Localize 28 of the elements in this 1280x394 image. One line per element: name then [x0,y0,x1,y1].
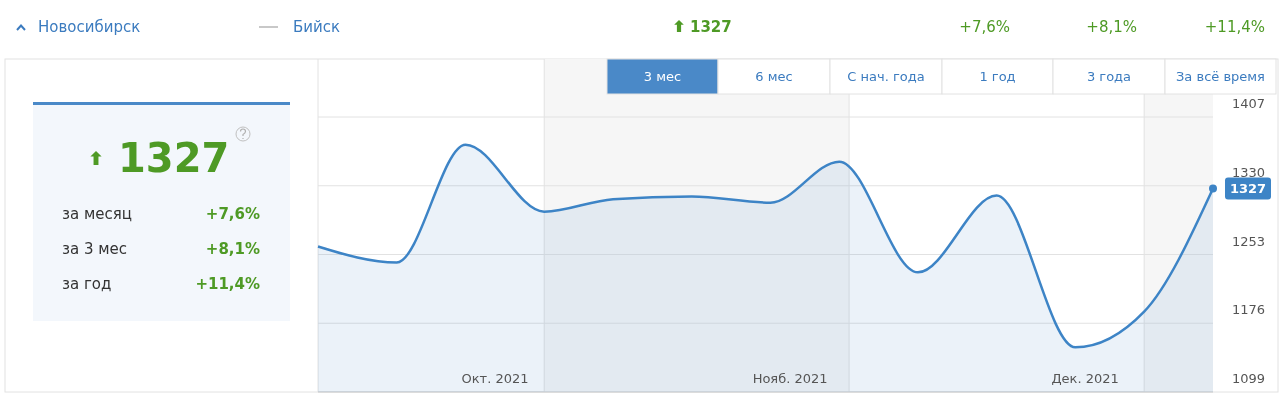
y-tick-label: 1407 [1231,96,1265,111]
x-tick-label: Нояб. 2021 [752,371,828,386]
text: Новосибирск [38,18,141,36]
data-label: 1327 [1229,181,1267,197]
text: 3 года [1086,69,1132,84]
text: +7,6% [959,18,1010,36]
text: +11,4% [1204,18,1265,36]
text: 6 мес [755,69,793,84]
y-tick-label: 1253 [1231,233,1265,249]
text: С нач. года [847,69,925,84]
text: 1 год [979,69,1016,84]
x-tick-label: Окт. 2021 [461,371,529,386]
y-tick-label: 1330 [1231,164,1265,180]
text: +8,1% [205,240,260,258]
text: 3 мес [643,69,682,84]
x-tick-label: Дек. 2021 [1051,371,1119,386]
text: 1327 [690,18,732,36]
text: за 3 мес [62,240,128,258]
text: +7,6% [205,205,260,223]
y-tick-label: 1176 [1231,302,1265,318]
text: за месяц [62,205,132,223]
y-tick-label: 1099 [1231,371,1265,386]
text: +11,4% [195,275,260,293]
text: 1327 [118,135,230,181]
text: за год [62,275,112,293]
text: Бийск [293,18,341,36]
text: За всё время [1176,69,1265,84]
text: +8,1% [1086,18,1137,36]
